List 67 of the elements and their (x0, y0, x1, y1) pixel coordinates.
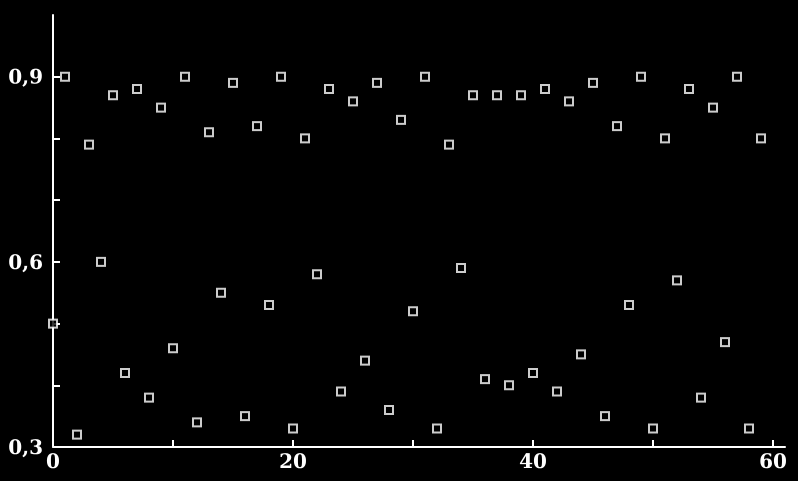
y-tick-label: 0,9 (8, 64, 43, 89)
point (312, 269, 322, 280)
point (120, 368, 130, 378)
point (48, 318, 58, 329)
point (600, 411, 610, 422)
point (660, 133, 670, 144)
point (456, 263, 466, 274)
point (156, 102, 166, 113)
point (132, 84, 142, 94)
point (240, 411, 250, 422)
point (288, 423, 298, 434)
point (348, 96, 358, 106)
point (744, 423, 754, 434)
point (384, 404, 394, 415)
point (708, 102, 718, 113)
point (108, 90, 118, 100)
point (408, 306, 418, 316)
point (228, 78, 238, 88)
point (264, 300, 274, 310)
point (480, 374, 490, 384)
point (324, 84, 334, 94)
point (588, 78, 598, 88)
point (528, 368, 538, 378)
point (420, 72, 430, 82)
x-tick-label: 60 (759, 449, 787, 473)
point (360, 356, 370, 366)
x-tick-label: 0 (46, 449, 60, 473)
point (684, 84, 694, 94)
point (648, 423, 658, 434)
point (564, 96, 574, 106)
point (672, 275, 682, 286)
x-tick-label: 40 (519, 449, 547, 473)
point (72, 430, 82, 440)
point (216, 288, 226, 298)
point (516, 90, 526, 100)
point (432, 423, 442, 434)
point (576, 349, 586, 360)
point (540, 84, 550, 94)
point (612, 121, 622, 132)
point (732, 72, 742, 82)
point (624, 300, 634, 310)
point (720, 337, 730, 348)
point (636, 72, 646, 82)
point (696, 392, 706, 403)
point (180, 72, 190, 82)
point (492, 90, 502, 100)
point (336, 386, 346, 396)
point (444, 140, 454, 150)
point (144, 392, 154, 403)
point (396, 114, 406, 125)
y-tick-label: 0,6 (8, 250, 43, 274)
point (168, 343, 178, 354)
x-tick-label: 20 (279, 449, 307, 473)
point (252, 121, 262, 132)
point (276, 72, 286, 82)
point (192, 417, 202, 428)
point (468, 90, 478, 100)
point (552, 386, 562, 396)
point (96, 256, 106, 267)
point (60, 72, 70, 82)
point (756, 133, 766, 144)
y-tick-label: 0,3 (8, 435, 43, 459)
point (372, 78, 382, 88)
point (300, 133, 310, 144)
point (204, 127, 214, 138)
point (504, 380, 514, 390)
point (84, 140, 94, 150)
